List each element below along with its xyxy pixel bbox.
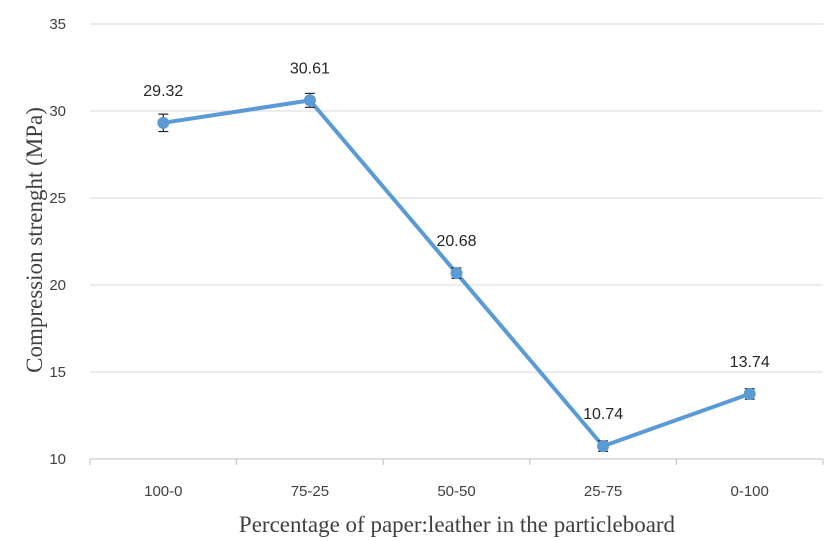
y-axis-title: Compression strenght (MPa): [22, 107, 47, 373]
data-label: 10.74: [583, 406, 623, 423]
x-axis-title: Percentage of paper:leather in the parti…: [239, 512, 676, 537]
x-tick-label: 100-0: [144, 483, 182, 500]
y-tick-label: 35: [49, 16, 66, 33]
data-point: [597, 440, 610, 453]
y-tick-labels: 10 15 20 25 30 35: [49, 16, 66, 468]
x-tick-labels: 100-0 75-25 50-50 25-75 0-100: [144, 483, 769, 500]
data-point: [157, 116, 170, 129]
gridlines: [89, 23, 824, 465]
y-tick-label: 15: [49, 364, 66, 381]
y-tick-label: 30: [49, 103, 66, 120]
data-label: 29.32: [143, 83, 183, 100]
x-tick-label: 0-100: [731, 483, 769, 500]
data-labels: 29.32 30.61 20.68 10.74 13.74: [143, 60, 770, 423]
series-group: [157, 92, 756, 453]
y-tick-label: 25: [49, 190, 66, 207]
data-point: [743, 387, 756, 400]
data-point: [303, 94, 316, 107]
x-tick-label: 50-50: [437, 483, 475, 500]
x-tick-label: 75-25: [291, 483, 329, 500]
y-tick-label: 20: [49, 277, 66, 294]
data-label: 20.68: [436, 233, 476, 250]
data-label: 30.61: [290, 60, 330, 77]
data-label: 13.74: [730, 354, 770, 371]
y-tick-label: 10: [49, 451, 66, 468]
x-tick-label: 25-75: [584, 483, 622, 500]
data-point: [450, 267, 463, 280]
